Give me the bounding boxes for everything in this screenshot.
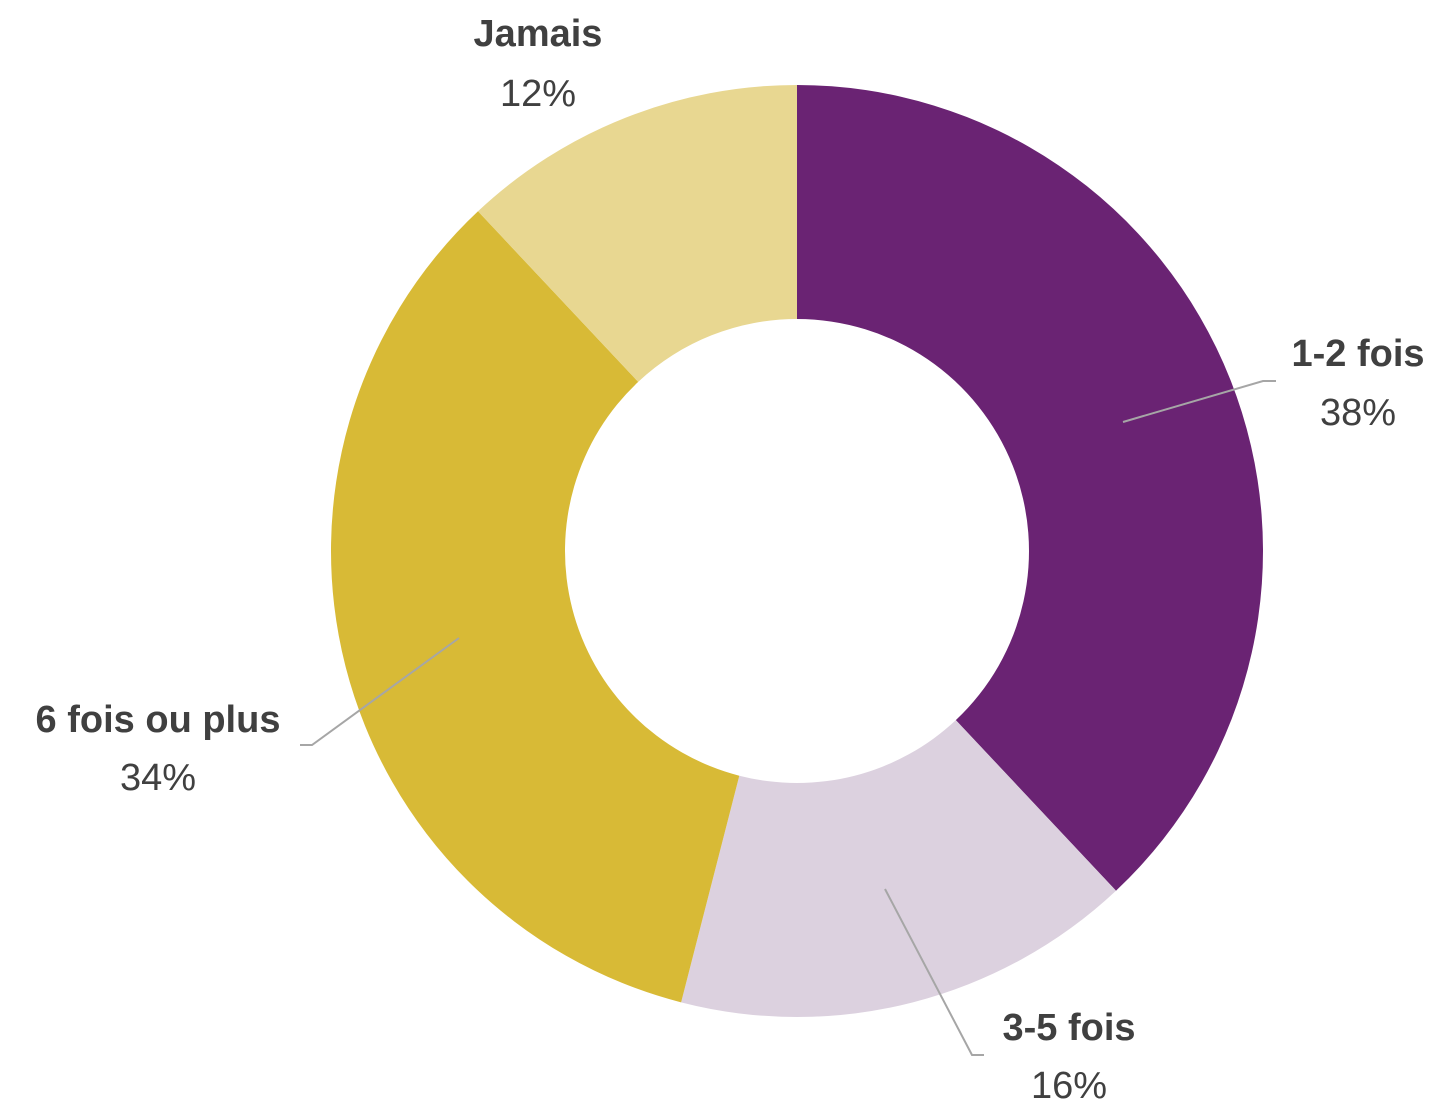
label-category-6-fois-ou-plus: 6 fois ou plus [36, 699, 281, 741]
label-category-jamais: Jamais [474, 13, 603, 55]
slice-jamais [478, 85, 797, 382]
label-category-1-2-fois: 1-2 fois [1291, 333, 1424, 375]
label-value-jamais: 12% [500, 73, 576, 115]
label-value-3-5-fois: 16% [1031, 1065, 1107, 1106]
label-category-3-5-fois: 3-5 fois [1002, 1007, 1135, 1049]
leader-lines [300, 380, 1276, 1056]
slice-1-2-fois [797, 85, 1263, 891]
slice-3-5-fois [681, 720, 1116, 1017]
leader-line-3-5-fois [884, 888, 984, 1056]
leader-line-1-2-fois [1122, 380, 1276, 423]
label-value-1-2-fois: 38% [1320, 392, 1396, 434]
label-value-6-fois-ou-plus: 34% [120, 757, 196, 799]
slice-6-fois-ou-plus [330, 211, 740, 1003]
donut-slices [330, 85, 1263, 1017]
leader-line-6-fois-ou-plus [300, 637, 460, 746]
